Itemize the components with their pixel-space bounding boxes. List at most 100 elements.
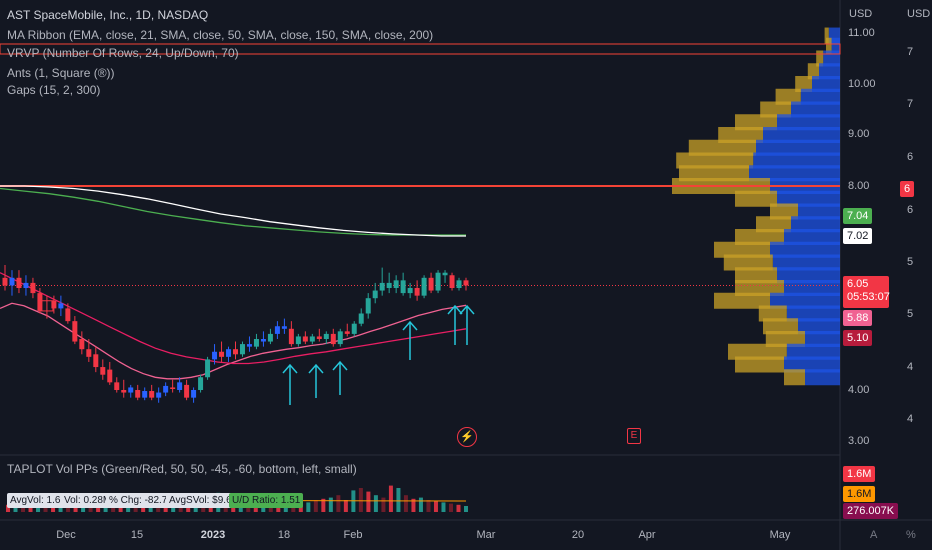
candle-body <box>212 351 218 360</box>
vrvp-up-bar <box>805 331 840 347</box>
vrvp-up-bar <box>772 254 840 271</box>
date-axis-label: Mar <box>476 529 496 541</box>
candle-body <box>191 390 197 398</box>
candle-body <box>365 298 371 314</box>
volume-bar <box>58 504 63 512</box>
indicator-ants[interactable]: Ants (1, Square (®)) <box>7 66 115 80</box>
vrvp-down-bar <box>775 88 801 105</box>
price-axis-label: 10.00 <box>848 78 876 90</box>
candle-body <box>288 328 294 345</box>
vrvp-down-bar <box>688 139 756 156</box>
candle-body <box>219 351 225 357</box>
secondary-axis-label: 5 <box>907 256 914 268</box>
candle-body <box>9 277 15 286</box>
vrvp-up-bar <box>749 165 840 182</box>
vrvp-down-bar <box>735 280 784 296</box>
vrvp-down-bar <box>824 27 829 44</box>
candle-body <box>184 384 190 398</box>
vrvp-up-bar <box>786 305 840 322</box>
candle-body <box>58 303 64 309</box>
candle-body <box>274 326 280 334</box>
volume-bar <box>336 495 341 512</box>
vrvp-down-bar <box>735 114 777 131</box>
candle-body <box>358 313 364 324</box>
candle-body <box>198 377 204 390</box>
indicator-vrvp[interactable]: VRVP (Number Of Rows, 24, Up/Down, 70) <box>7 46 239 60</box>
candle-body <box>149 391 155 398</box>
vrvp-up-bar <box>831 37 840 54</box>
volume-bar <box>6 504 10 512</box>
candle-body <box>463 280 469 286</box>
split-icon[interactable]: ⚡ <box>457 427 477 447</box>
volume-bar <box>456 504 461 512</box>
candle-body <box>128 387 134 393</box>
vol-dollar-tag: 276.007K <box>843 503 899 519</box>
vrvp-down-bar <box>676 152 754 169</box>
candle-body <box>330 333 336 345</box>
candle-body <box>428 277 434 291</box>
secondary-axis-label: 4 <box>907 361 914 373</box>
volume-bar <box>21 505 26 512</box>
indicator-taplot-vol[interactable]: TAPLOT Vol PPs (Green/Red, 50, 50, -45, … <box>7 462 357 476</box>
candle-body <box>93 354 99 368</box>
ma-pink-price-tag: 5.88 <box>843 310 873 326</box>
candle-body <box>337 331 343 345</box>
vrvp-up-bar <box>805 369 840 386</box>
volume-bar <box>28 504 33 512</box>
candle-body <box>170 387 176 389</box>
candle-body <box>86 349 92 357</box>
vrvp-up-bar <box>784 229 840 245</box>
candle-body <box>79 339 85 350</box>
vol-level-tag: 1.6M <box>843 486 876 502</box>
candle-body <box>239 344 245 355</box>
candle-body <box>442 272 448 276</box>
vrvp-down-bar <box>735 356 784 373</box>
vrvp-up-bar <box>786 343 840 360</box>
ma-line <box>0 272 467 365</box>
candle-body <box>37 293 43 311</box>
date-axis-label: May <box>769 529 791 541</box>
candle-body <box>316 336 322 339</box>
secondary-axis-label: 6 <box>907 204 914 216</box>
candle-body <box>302 336 308 342</box>
vrvp-down-bar <box>723 254 773 271</box>
buy-signal-arrowhead <box>308 363 324 374</box>
candle-body <box>246 344 252 347</box>
vrvp-down-bar <box>807 63 819 80</box>
candle-body <box>295 336 301 345</box>
vrvp-down-bar <box>735 267 777 284</box>
vrvp-up-bar <box>770 241 840 258</box>
vrvp-up-bar <box>777 114 840 131</box>
vrvp-up-bar <box>828 27 840 44</box>
ma-line <box>0 302 467 380</box>
volume-bar <box>358 488 363 512</box>
price-axis-label: 4.00 <box>848 384 870 396</box>
candle-body <box>107 369 113 383</box>
volume-bar <box>433 501 438 512</box>
secondary-axis-label: 4 <box>907 413 914 425</box>
log-scale-button[interactable]: % <box>906 529 916 541</box>
candle-body <box>372 290 378 299</box>
candle-body <box>72 321 78 342</box>
vrvp-down-bar <box>758 305 787 322</box>
buy-signal-arrowhead <box>447 304 463 315</box>
vrvp-down-bar <box>763 318 798 335</box>
vrvp-up-bar <box>770 292 840 309</box>
last-price-tag: 6.05 05:53:07 <box>843 276 890 308</box>
buy-signal-arrowhead <box>332 360 348 371</box>
price-axis-label: 9.00 <box>848 128 870 140</box>
candle-body <box>177 382 183 390</box>
date-axis-label: Feb <box>343 529 363 541</box>
buy-signal-arrowhead <box>282 363 298 374</box>
candle-body <box>135 390 141 398</box>
auto-scale-button[interactable]: A <box>870 529 878 541</box>
indicator-ma-ribbon[interactable]: MA Ribbon (EMA, close, 21, SMA, close, 5… <box>7 28 434 42</box>
earnings-icon[interactable]: E <box>627 428 641 444</box>
vrvp-up-bar <box>784 280 840 296</box>
chart-title: AST SpaceMobile, Inc., 1D, NASDAQ <box>7 8 209 22</box>
vrvp-up-bar <box>798 318 840 335</box>
indicator-gaps[interactable]: Gaps (15, 2, 300) <box>7 83 101 97</box>
volume-bar <box>321 498 326 512</box>
vrvp-down-bar <box>784 369 805 386</box>
